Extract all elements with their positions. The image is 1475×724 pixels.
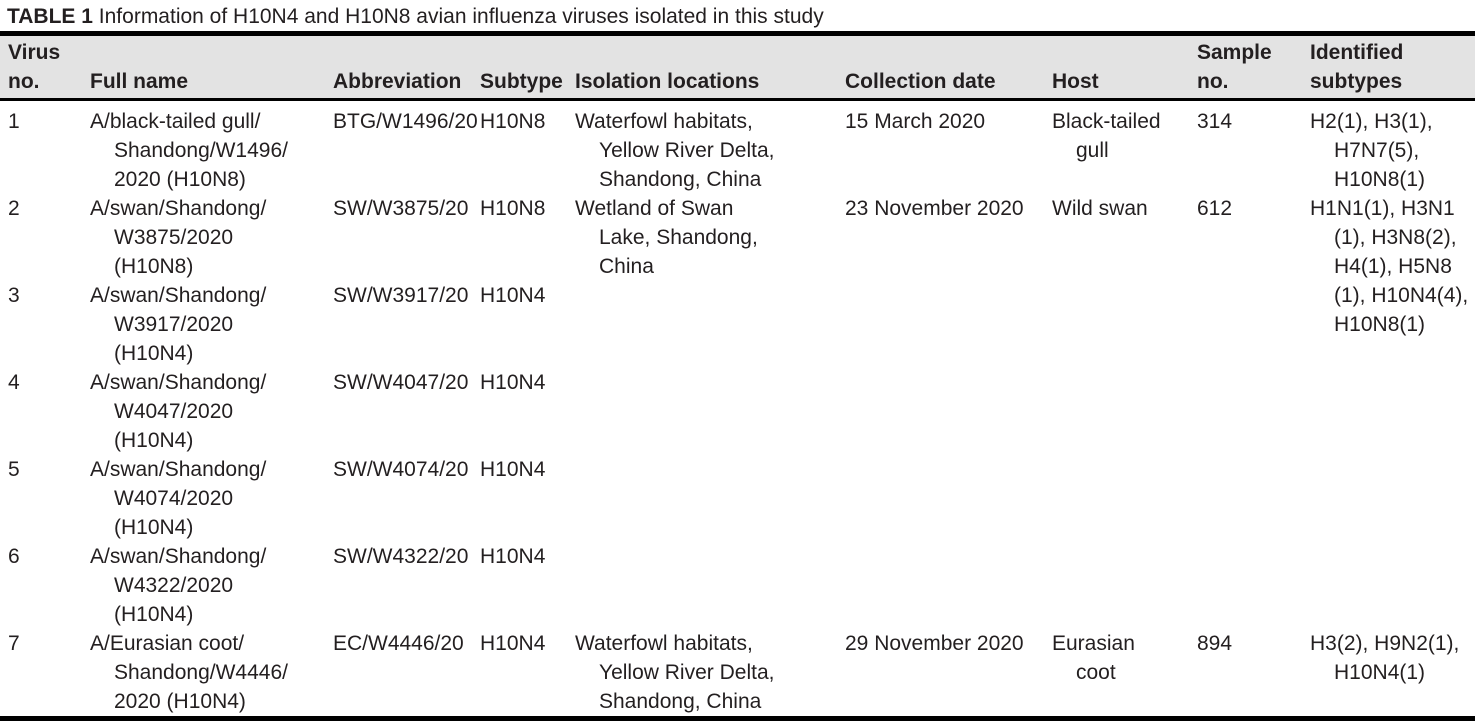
cell-sample-no <box>1197 281 1310 368</box>
cell-full-name: A/black-tailed gull/ Shandong/W1496/ 202… <box>90 110 288 191</box>
cell-subtype: H10N4 <box>480 371 546 394</box>
cell-subtype: H10N4 <box>480 545 546 568</box>
cell-full-name: A/Eurasian coot/ Shandong/W4446/ 2020 (H… <box>90 632 288 713</box>
cell-collection-date <box>845 368 1052 455</box>
cell-host: Black-tailed gull <box>1052 110 1161 162</box>
cell-subtype: H10N4 <box>480 632 546 655</box>
cell-virus-no: 5 <box>8 458 20 481</box>
cell-subtype: H10N8 <box>480 197 546 220</box>
col-header-subtype: Subtype <box>480 33 575 101</box>
cell-virus-no: 6 <box>8 545 20 568</box>
table-row: 4 A/swan/Shandong/ W4047/2020 (H10N4) SW… <box>0 368 1475 455</box>
cell-collection-date: 15 March 2020 <box>845 110 986 133</box>
cell-full-name: A/swan/Shandong/ W4047/2020 (H10N4) <box>90 371 267 452</box>
cell-sample-no: 894 <box>1197 632 1233 655</box>
table-row: 3 A/swan/Shandong/ W3917/2020 (H10N4) SW… <box>0 281 1475 368</box>
cell-isolation-locations <box>575 542 845 629</box>
table-caption-text: Information of H10N4 and H10N8 avian inf… <box>98 5 824 28</box>
cell-isolation-locations: Waterfowl habitats, Yellow River Delta, … <box>575 110 775 191</box>
cell-collection-date <box>845 455 1052 542</box>
cell-host: Wild swan <box>1052 197 1148 220</box>
cell-abbreviation: SW/W3917/20 <box>333 284 469 307</box>
col-header-sample-no: Sample no. <box>1197 33 1310 101</box>
cell-identified-subtypes: H2(1), H3(1), H7N7(5), H10N8(1) <box>1310 110 1433 191</box>
cell-isolation-locations: Waterfowl habitats, Yellow River Delta, … <box>575 632 775 713</box>
cell-full-name: A/swan/Shandong/ W4322/2020 (H10N4) <box>90 545 267 626</box>
col-header-host: Host <box>1052 33 1197 101</box>
cell-full-name: A/swan/Shandong/ W4074/2020 (H10N4) <box>90 458 267 539</box>
cell-identified-subtypes <box>1310 455 1475 542</box>
cell-sample-no <box>1197 368 1310 455</box>
cell-abbreviation: SW/W3875/20 <box>333 197 469 220</box>
table-row: 1 A/black-tailed gull/ Shandong/W1496/ 2… <box>0 100 1475 195</box>
cell-host <box>1052 281 1197 368</box>
cell-collection-date <box>845 281 1052 368</box>
cell-subtype: H10N4 <box>480 458 546 481</box>
cell-identified-subtypes: H1N1(1), H3N1 (1), H3N8(2), H4(1), H5N8 … <box>1310 197 1469 336</box>
col-header-full-name: Full name <box>90 33 333 101</box>
table-row: 6 A/swan/Shandong/ W4322/2020 (H10N4) SW… <box>0 542 1475 629</box>
cell-abbreviation: EC/W4446/20 <box>333 632 464 655</box>
cell-sample-no <box>1197 542 1310 629</box>
col-header-virus-no: Virus no. <box>0 33 90 101</box>
cell-subtype: H10N4 <box>480 284 546 307</box>
cell-virus-no: 7 <box>8 632 20 655</box>
table-row: 5 A/swan/Shandong/ W4074/2020 (H10N4) SW… <box>0 455 1475 542</box>
cell-isolation-locations <box>575 368 845 455</box>
cell-host <box>1052 368 1197 455</box>
cell-sample-no <box>1197 455 1310 542</box>
cell-host <box>1052 542 1197 629</box>
cell-collection-date: 23 November 2020 <box>845 197 1024 220</box>
table-caption: TABLE 1 Information of H10N4 and H10N8 a… <box>0 0 1475 31</box>
cell-identified-subtypes <box>1310 368 1475 455</box>
cell-abbreviation: SW/W4074/20 <box>333 458 469 481</box>
virus-info-table: Virus no. Full name Abbreviation Subtype… <box>0 31 1475 721</box>
col-header-identified-subtypes: Identified subtypes <box>1310 33 1475 101</box>
cell-isolation-locations: Wetland of Swan Lake, Shandong, China <box>575 197 758 278</box>
cell-isolation-locations <box>575 281 845 368</box>
cell-abbreviation: SW/W4047/20 <box>333 371 469 394</box>
table-row: 2 A/swan/Shandong/ W3875/2020 (H10N8) SW… <box>0 194 1475 336</box>
cell-identified-subtypes: H3(2), H9N2(1), H10N4(1) <box>1310 632 1460 684</box>
col-header-isolation-locations: Isolation locations <box>575 33 845 101</box>
cell-virus-no: 1 <box>8 110 20 133</box>
cell-full-name: A/swan/Shandong/ W3875/2020 (H10N8) <box>90 197 267 278</box>
cell-identified-subtypes <box>1310 542 1475 629</box>
cell-sample-no: 612 <box>1197 197 1233 220</box>
col-header-abbreviation: Abbreviation <box>333 33 480 101</box>
cell-collection-date: 29 November 2020 <box>845 632 1024 655</box>
cell-full-name: A/swan/Shandong/ W3917/2020 (H10N4) <box>90 284 267 365</box>
header-row: Virus no. Full name Abbreviation Subtype… <box>0 33 1475 101</box>
cell-isolation-locations <box>575 455 845 542</box>
cell-host: Eurasian coot <box>1052 632 1135 684</box>
cell-sample-no: 314 <box>1197 110 1233 133</box>
cell-subtype: H10N8 <box>480 110 546 133</box>
table-row: 7 A/Eurasian coot/ Shandong/W4446/ 2020 … <box>0 629 1475 719</box>
cell-virus-no: 4 <box>8 371 20 394</box>
cell-virus-no: 3 <box>8 284 20 307</box>
cell-host <box>1052 455 1197 542</box>
cell-abbreviation: SW/W4322/20 <box>333 545 469 568</box>
table-caption-label: TABLE 1 <box>7 5 93 28</box>
cell-abbreviation: BTG/W1496/20 <box>333 110 478 133</box>
col-header-collection-date: Collection date <box>845 33 1052 101</box>
cell-collection-date <box>845 542 1052 629</box>
cell-virus-no: 2 <box>8 197 20 220</box>
